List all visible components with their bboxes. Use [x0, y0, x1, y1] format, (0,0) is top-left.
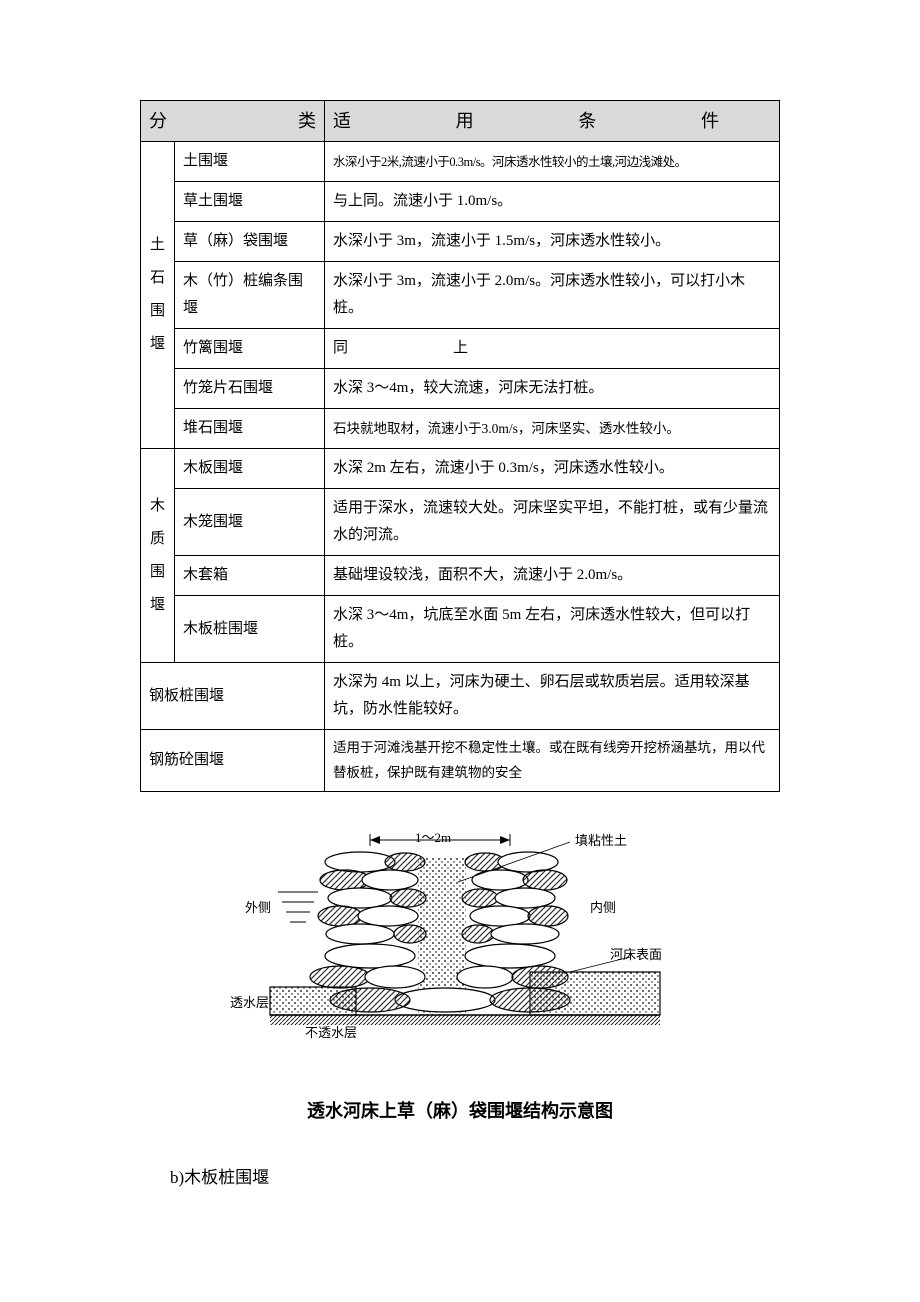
label-surface: 河床表面	[610, 944, 662, 963]
classification-table: 分 类 适 用 条 件 土石围堰 土围堰 水深小于2米,流速小于0.3m/s。河…	[140, 100, 780, 792]
row-cond: 石块就地取材，流速小于3.0m/s，河床坚实、透水性较小。	[325, 409, 780, 449]
row-name: 钢板桩围堰	[141, 663, 325, 730]
label-permeable: 透水层	[230, 992, 269, 1011]
row-cond: 水深小于 3m，流速小于 1.5m/s，河床透水性较小。	[325, 222, 780, 262]
row-name: 土围堰	[175, 142, 325, 182]
label-fill: 填粘性土	[575, 830, 627, 849]
sub-item-b: b)木板桩围堰	[140, 1163, 780, 1188]
row-cond: 水深小于 3m，流速小于 2.0m/s。河床透水性较小，可以打小木桩。	[325, 262, 780, 329]
header-category: 分 类	[141, 101, 325, 142]
figure-caption: 透水河床上草（麻）袋围堰结构示意图	[140, 1097, 780, 1123]
row-name: 木笼围堰	[175, 489, 325, 556]
row-cond: 水深 3～4m，坑底至水面 5m 左右，河床透水性较大，但可以打桩。	[325, 596, 780, 663]
label-outer: 外侧	[245, 897, 271, 916]
row-name: 木（竹）桩编条围堰	[175, 262, 325, 329]
row-name: 木套箱	[175, 556, 325, 596]
header-condition: 适 用 条 件	[325, 101, 780, 142]
row-cond: 水深为 4m 以上，河床为硬土、卵石层或软质岩层。适用较深基坑，防水性能较好。	[325, 663, 780, 730]
row-cond: 水深 2m 左右，流速小于 0.3m/s，河床透水性较小。	[325, 449, 780, 489]
row-cond: 与上同。流速小于 1.0m/s。	[325, 182, 780, 222]
label-inner: 内侧	[590, 897, 616, 916]
group1-label: 土石围堰	[141, 142, 175, 449]
row-cond: 同 上	[325, 329, 780, 369]
dim-label: 1～2m	[415, 827, 451, 846]
row-name: 草土围堰	[175, 182, 325, 222]
row-name: 堆石围堰	[175, 409, 325, 449]
row-cond: 水深 3～4m，较大流速，河床无法打桩。	[325, 369, 780, 409]
row-cond: 水深小于2米,流速小于0.3m/s。河床透水性较小的土壤,河边浅滩处。	[325, 142, 780, 182]
row-name: 木板围堰	[175, 449, 325, 489]
row-name: 草（麻）袋围堰	[175, 222, 325, 262]
cofferdam-diagram: 1～2m 填粘性土 外侧 内侧 河床表面 透水层 不透水层	[210, 822, 710, 1062]
row-cond: 基础埋设较浅，面积不大，流速小于 2.0m/s。	[325, 556, 780, 596]
label-impermeable: 不透水层	[305, 1022, 357, 1041]
row-name: 竹篱围堰	[175, 329, 325, 369]
row-name: 木板桩围堰	[175, 596, 325, 663]
row-cond: 适用于河滩浅基开挖不稳定性土壤。或在既有线旁开挖桥涵基坑，用以代替板桩，保护既有…	[325, 730, 780, 792]
row-cond: 适用于深水，流速较大处。河床坚实平坦，不能打桩，或有少量流水的河流。	[325, 489, 780, 556]
row-name: 钢筋砼围堰	[141, 730, 325, 792]
group2-label: 木质围堰	[141, 449, 175, 663]
row-name: 竹笼片石围堰	[175, 369, 325, 409]
